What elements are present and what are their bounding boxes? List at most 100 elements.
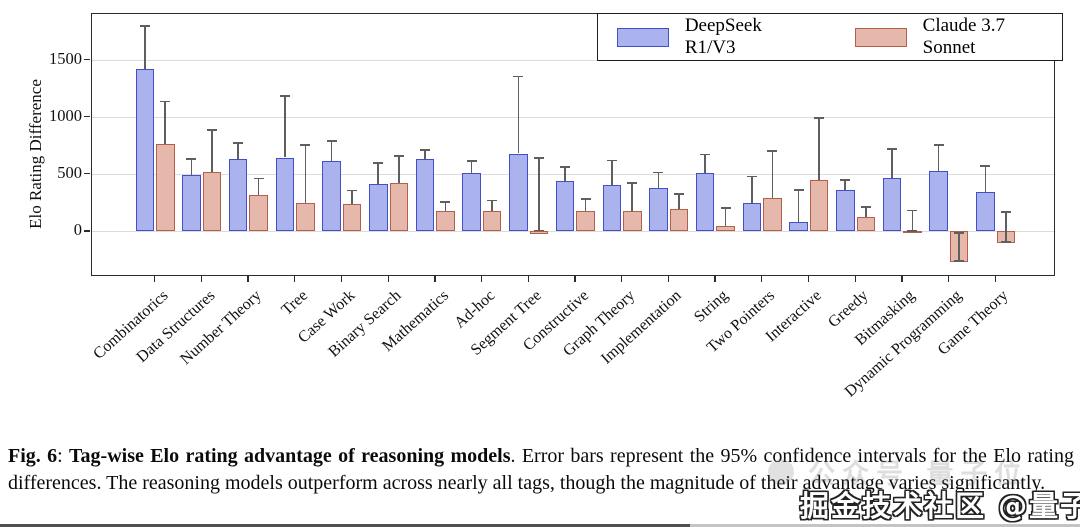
- error-bar-cap: [746, 175, 757, 178]
- y-tick-label: 1500: [49, 48, 82, 68]
- watermark-faint-text: 公众号 量子位: [808, 459, 1029, 490]
- legend-label: Claude 3.7 Sonnet: [922, 15, 1005, 58]
- y-tick-mark: [84, 115, 90, 118]
- x-tick-mark: [247, 276, 249, 282]
- error-bar: [237, 142, 239, 160]
- bottom-edge-strip-light: [690, 524, 1080, 527]
- y-tick-mark: [84, 58, 90, 61]
- bar-claude-two-pointers: [763, 197, 782, 232]
- bar-claude-binary-search: [389, 183, 408, 232]
- figure-caption: Fig. 6: Tag-wise Elo rating advantage of…: [8, 443, 1074, 496]
- error-bar-cap: [793, 188, 804, 191]
- error-bar: [797, 188, 800, 222]
- error-bar-cap: [466, 160, 477, 162]
- error-bar: [724, 207, 727, 226]
- error-bar: [584, 198, 587, 212]
- watermark-outlined-text: 掘金技术社区 @量子位: [800, 489, 1080, 523]
- error-bar-cap: [139, 25, 150, 28]
- error-bar-cap: [440, 200, 451, 203]
- error-bar-cap: [580, 198, 591, 200]
- x-tick-mark: [621, 276, 623, 282]
- error-bar: [1005, 211, 1007, 243]
- bar-deepseek-interactive: [789, 221, 808, 232]
- x-tick-mark: [947, 276, 950, 282]
- bar-deepseek-ad-hoc: [462, 172, 481, 232]
- x-tick-mark: [761, 276, 763, 282]
- error-bar-cap: [907, 230, 918, 232]
- error-bar: [937, 144, 940, 171]
- bar-claude-number-theory: [249, 194, 268, 232]
- bar-claude-interactive: [809, 179, 829, 232]
- x-tick-mark: [994, 276, 996, 282]
- error-bar: [257, 177, 260, 195]
- error-bar: [818, 116, 820, 180]
- error-bar-cap: [840, 179, 851, 181]
- x-tick-mark: [807, 276, 810, 282]
- legend-item-claude: Claude 3.7 Sonnet: [817, 15, 1062, 59]
- error-bar-cap: [233, 142, 244, 144]
- error-bar: [678, 192, 680, 209]
- bar-claude-tree: [296, 202, 315, 232]
- gridline: [92, 116, 1054, 118]
- error-bar-cap: [347, 189, 358, 192]
- error-bar: [211, 129, 213, 172]
- error-bar-cap: [560, 166, 571, 168]
- bar-deepseek-bitmasking: [882, 177, 902, 232]
- bar-deepseek-case-work: [322, 160, 341, 232]
- bar-deepseek-two-pointers: [742, 203, 762, 232]
- gridline: [92, 231, 1054, 233]
- bar-deepseek-segment-tree: [509, 153, 528, 232]
- gridline: [92, 59, 1054, 61]
- x-tick-label: Tree: [278, 287, 312, 319]
- error-bar-cap: [373, 162, 384, 164]
- caption-body: . Error bars represent the 95% confidenc…: [8, 445, 1074, 494]
- bar-deepseek-combinatorics: [135, 68, 154, 232]
- x-tick-mark: [854, 276, 856, 282]
- error-bar: [444, 200, 447, 211]
- x-tick-mark: [901, 276, 903, 282]
- y-tick-label: 0: [73, 220, 82, 240]
- bar-claude-string: [716, 225, 735, 232]
- bar-deepseek-mathematics: [415, 158, 435, 232]
- bar-claude-segment-tree: [529, 231, 549, 235]
- error-bar-cap: [186, 158, 197, 160]
- bar-claude-data-structures: [202, 171, 222, 232]
- error-bar-cap: [954, 259, 965, 262]
- error-bar: [377, 162, 380, 185]
- y-tick-mark: [84, 173, 90, 175]
- x-tick-mark: [574, 276, 576, 282]
- x-tick-mark: [714, 276, 716, 282]
- error-bar: [190, 158, 193, 176]
- error-bar-cap: [300, 144, 311, 146]
- error-bar-cap: [814, 116, 825, 119]
- error-bar: [304, 144, 307, 203]
- bar-deepseek-binary-search: [369, 184, 388, 232]
- claude-swatch-icon: [854, 27, 907, 47]
- bar-deepseek-graph-theory: [602, 184, 621, 232]
- error-bar: [564, 166, 566, 181]
- bar-deepseek-implementation: [649, 187, 668, 232]
- error-bar-cap: [907, 209, 918, 212]
- error-bar: [631, 182, 634, 212]
- x-tick-mark: [434, 276, 436, 282]
- error-bar: [424, 148, 426, 159]
- x-tick-mark: [387, 276, 389, 282]
- bar-claude-implementation: [669, 208, 689, 232]
- error-bar-cap: [419, 148, 430, 151]
- bar-deepseek-data-structures: [182, 175, 201, 232]
- error-bar-cap: [533, 156, 544, 159]
- error-bar-cap: [860, 206, 871, 208]
- error-bar: [610, 159, 613, 185]
- bar-claude-combinatorics: [156, 144, 175, 232]
- bar-claude-greedy: [856, 216, 875, 232]
- error-bar: [911, 209, 914, 232]
- error-bar: [771, 150, 774, 198]
- legend-item-deepseek: DeepSeek R1/V3: [598, 15, 817, 59]
- error-bar-cap: [533, 229, 544, 232]
- error-bar: [891, 148, 893, 178]
- x-tick-mark: [527, 276, 529, 282]
- error-bar-cap: [606, 159, 617, 162]
- x-tick-mark: [154, 276, 156, 282]
- caption-fig-label: Fig. 6: [8, 445, 58, 467]
- error-bar: [284, 95, 286, 158]
